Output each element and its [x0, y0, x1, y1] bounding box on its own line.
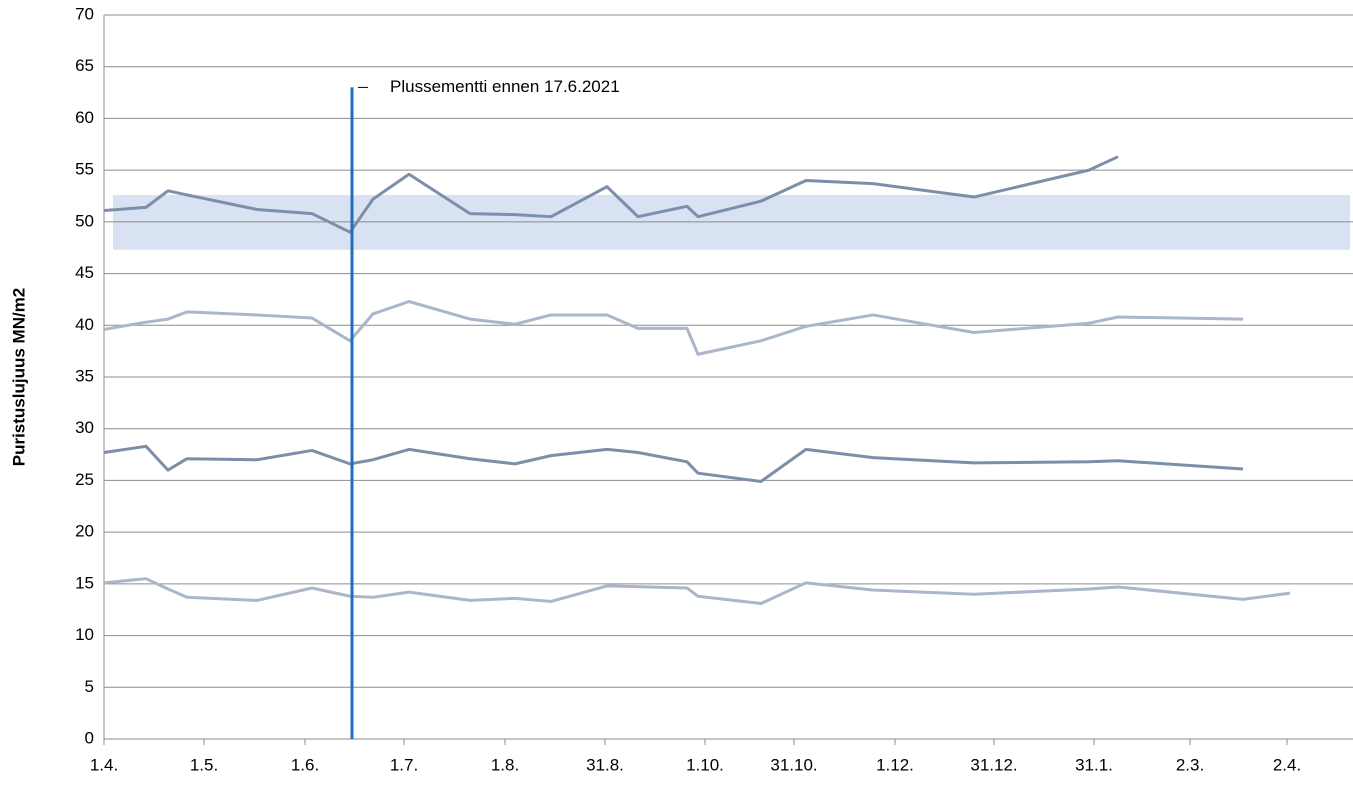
y-tick-label: 55: [75, 160, 94, 179]
y-tick-label: 40: [75, 315, 94, 334]
y-tick-label: 30: [75, 418, 94, 437]
x-tick-label: 1.8.: [491, 755, 519, 774]
x-tick-label: 31.8.: [586, 755, 624, 774]
x-tick-label: 1.6.: [291, 755, 319, 774]
y-tick-label: 0: [85, 728, 94, 747]
series-line: [103, 155, 1119, 234]
x-tick-label: 2.3.: [1176, 755, 1204, 774]
y-tick-label: 15: [75, 573, 94, 592]
x-tick-label: 1.12.: [876, 755, 914, 774]
series-line: [103, 577, 1291, 606]
y-tick-label: 60: [75, 108, 94, 127]
series-line: [103, 299, 1244, 356]
x-tick-label: 1.10.: [686, 755, 724, 774]
target-band: [113, 194, 1350, 250]
x-tick-label: 1.5.: [190, 755, 218, 774]
x-tick-label: 31.10.: [770, 755, 817, 774]
marker-label: Plussementti ennen 17.6.2021: [390, 77, 620, 96]
y-tick-label: 70: [75, 4, 94, 23]
y-tick-label: 25: [75, 470, 94, 489]
x-tick-label: 1.4.: [90, 755, 118, 774]
y-tick-label: 10: [75, 625, 94, 644]
x-tick-label: 1.7.: [390, 755, 418, 774]
y-axis-label: Puristuslujuus MN/m2: [9, 288, 28, 467]
series-line: [103, 444, 1244, 483]
y-tick-label: 65: [75, 56, 94, 75]
x-tick-label: 31.1.: [1075, 755, 1113, 774]
y-tick-label: 5: [85, 677, 94, 696]
y-tick-label: 50: [75, 211, 94, 230]
x-tick-label: 2.4.: [1273, 755, 1301, 774]
x-tick-label: 31.12.: [970, 755, 1017, 774]
y-tick-label: 20: [75, 522, 94, 541]
y-tick-label: 35: [75, 366, 94, 385]
y-tick-label: 45: [75, 263, 94, 282]
